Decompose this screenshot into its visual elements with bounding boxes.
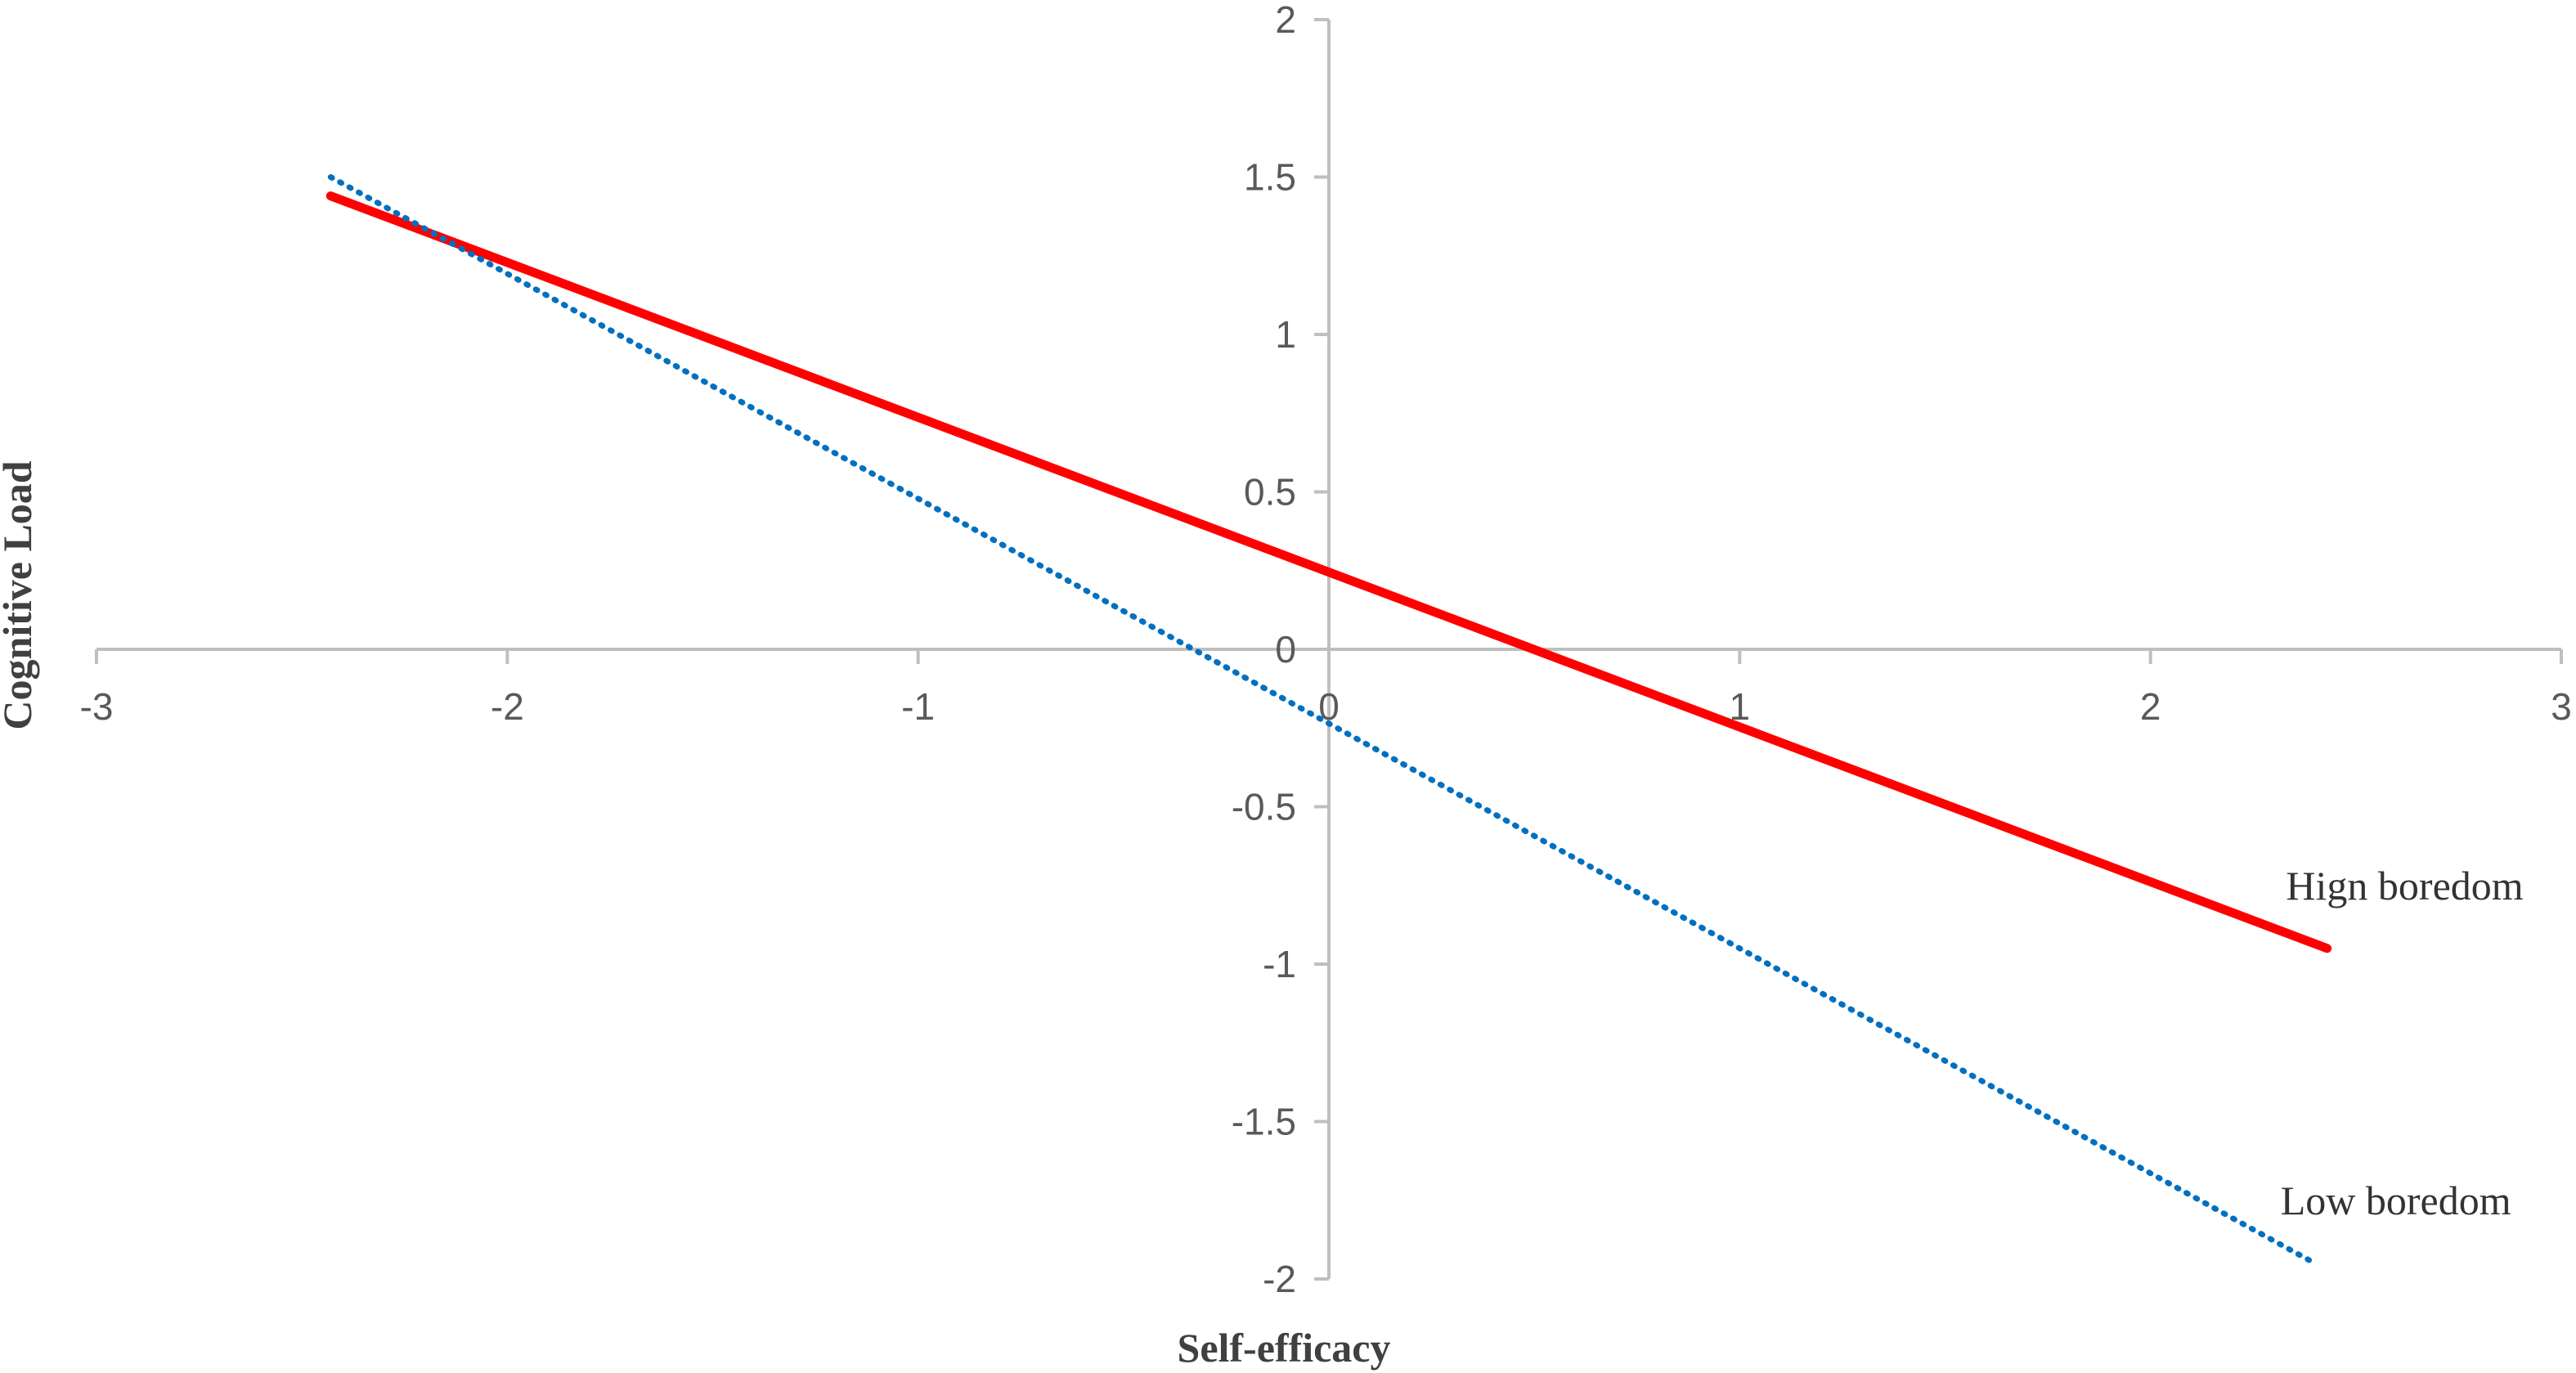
x-tick-label: -1 — [901, 685, 935, 728]
series-line-2 — [327, 174, 2318, 1267]
x-tick-label: -3 — [80, 685, 114, 728]
y-tick-label: 1.5 — [1244, 156, 1296, 199]
x-axis-title: Self-efficacy — [1178, 1325, 1391, 1371]
y-tick-label: -1 — [1263, 943, 1296, 985]
y-tick-label: 2 — [1275, 0, 1296, 41]
y-tick-label: 1 — [1275, 313, 1296, 356]
axes: -3 -2 -1 0 1 2 321.510.50-0.5-1-1.5-2 — [80, 0, 2572, 1300]
y-axis-title: Cognitive Load — [0, 460, 40, 729]
y-tick-label: -0.5 — [1232, 786, 1296, 828]
y-tick-label: -2 — [1263, 1258, 1296, 1300]
x-tick-label: 3 — [2551, 685, 2572, 728]
series-label-1: Hign boredom — [2286, 863, 2523, 909]
x-tick-label: -2 — [491, 685, 524, 728]
series-label-2: Low boredom — [2281, 1178, 2511, 1223]
series-group: Hign boredom Low boredom — [325, 174, 2524, 1267]
y-tick-label: 0.5 — [1244, 471, 1296, 514]
y-tick-label: -1.5 — [1232, 1101, 1296, 1143]
y-tick-label: 0 — [1275, 628, 1296, 671]
x-tick-label: 2 — [2140, 685, 2161, 728]
series-line-1 — [325, 191, 2332, 953]
